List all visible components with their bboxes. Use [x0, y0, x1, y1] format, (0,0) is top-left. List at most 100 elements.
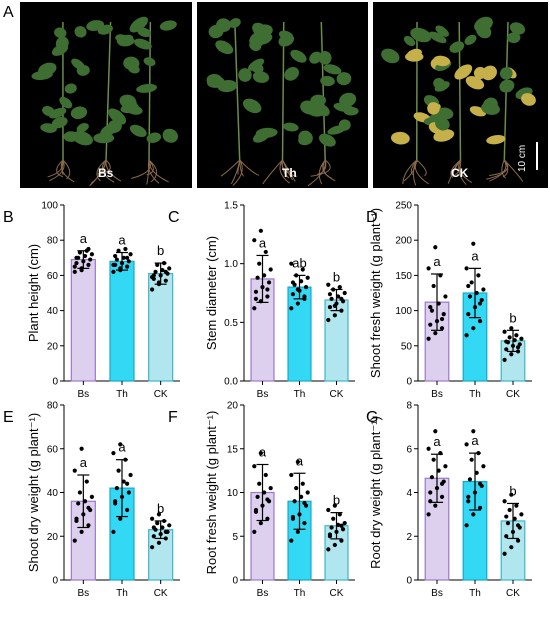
bar-th	[109, 260, 135, 382]
data-point	[327, 304, 333, 310]
data-point	[428, 490, 433, 495]
data-point	[121, 479, 126, 484]
x-tick-label: Th	[294, 389, 306, 400]
photo-bs: Bs	[20, 2, 192, 188]
leaf	[137, 27, 152, 38]
data-point	[464, 266, 469, 271]
data-point	[332, 542, 337, 548]
data-point	[474, 470, 479, 475]
leaf	[499, 79, 515, 93]
data-point	[302, 521, 307, 526]
data-point	[300, 267, 305, 272]
data-point	[339, 296, 344, 301]
leaf	[481, 65, 497, 81]
leaf	[159, 20, 177, 31]
photo-th: Th	[197, 2, 368, 188]
data-point	[118, 442, 123, 447]
data-point	[433, 429, 438, 434]
data-point	[502, 357, 507, 362]
data-point	[433, 331, 438, 336]
data-point	[126, 490, 131, 495]
data-point	[84, 479, 89, 484]
data-point	[326, 282, 331, 287]
y-tick-label: 0	[52, 576, 58, 587]
data-point	[252, 464, 257, 469]
leaf	[428, 31, 447, 44]
root	[281, 159, 290, 179]
plant-photo-th	[206, 18, 359, 187]
x-tick-label: CK	[154, 389, 168, 400]
root	[90, 159, 107, 184]
data-point	[337, 285, 342, 290]
data-point	[464, 523, 469, 528]
stem	[234, 21, 241, 163]
root	[101, 159, 115, 183]
data-point	[74, 255, 79, 260]
panel-letter: F	[168, 409, 178, 426]
root	[239, 159, 260, 176]
leaf	[108, 108, 127, 125]
leaf	[76, 64, 90, 76]
root	[282, 159, 293, 181]
data-point	[467, 477, 473, 482]
root	[402, 159, 418, 185]
panel-letter: E	[3, 409, 14, 426]
data-point	[504, 339, 509, 344]
data-point	[481, 287, 486, 292]
root	[501, 159, 506, 179]
data-point	[268, 486, 273, 491]
leaf	[435, 117, 450, 131]
leaf	[51, 43, 69, 56]
data-point	[86, 505, 91, 510]
significance-letter: b	[157, 501, 164, 516]
data-point	[469, 280, 474, 285]
data-point	[327, 292, 333, 297]
leaf	[143, 57, 156, 67]
data-point	[255, 275, 260, 280]
data-point	[252, 238, 257, 243]
panel-letter-a: A	[3, 4, 14, 21]
data-point	[150, 287, 155, 292]
data-point	[125, 481, 130, 486]
leaf	[51, 116, 68, 129]
x-tick-label: Bs	[257, 389, 269, 400]
data-point	[332, 503, 337, 508]
y-tick-label: 20	[227, 401, 239, 412]
leaf	[410, 27, 432, 43]
data-point	[252, 529, 257, 534]
data-point	[466, 499, 471, 504]
y-tick-label: 0	[232, 576, 238, 587]
data-point	[426, 336, 431, 341]
leaf	[433, 55, 451, 67]
data-point	[515, 538, 521, 543]
data-point	[302, 294, 307, 299]
data-point	[326, 317, 331, 323]
data-point	[253, 296, 259, 301]
leaf	[284, 66, 300, 81]
leaf	[129, 16, 149, 33]
data-point	[128, 252, 133, 257]
data-point	[305, 490, 310, 495]
data-point	[289, 306, 294, 311]
data-point	[167, 266, 172, 271]
data-point	[76, 501, 81, 506]
data-point	[72, 468, 77, 473]
data-point	[156, 512, 162, 517]
data-point	[471, 512, 476, 517]
root	[403, 159, 418, 182]
data-point	[504, 534, 509, 539]
y-tick-label: 20	[47, 532, 59, 543]
y-axis-label: Stem diameter (cm)	[204, 236, 219, 350]
data-point	[305, 275, 310, 280]
data-point	[426, 266, 431, 271]
data-point	[294, 486, 299, 491]
root	[307, 159, 326, 187]
root	[96, 159, 107, 182]
root	[489, 159, 507, 182]
y-axis-label: Root dry weight (g plant⁻¹)	[368, 416, 383, 569]
data-point	[331, 516, 336, 521]
significance-letter: b	[333, 269, 340, 284]
data-point	[263, 249, 268, 255]
data-point	[163, 278, 168, 283]
data-point	[509, 326, 514, 331]
